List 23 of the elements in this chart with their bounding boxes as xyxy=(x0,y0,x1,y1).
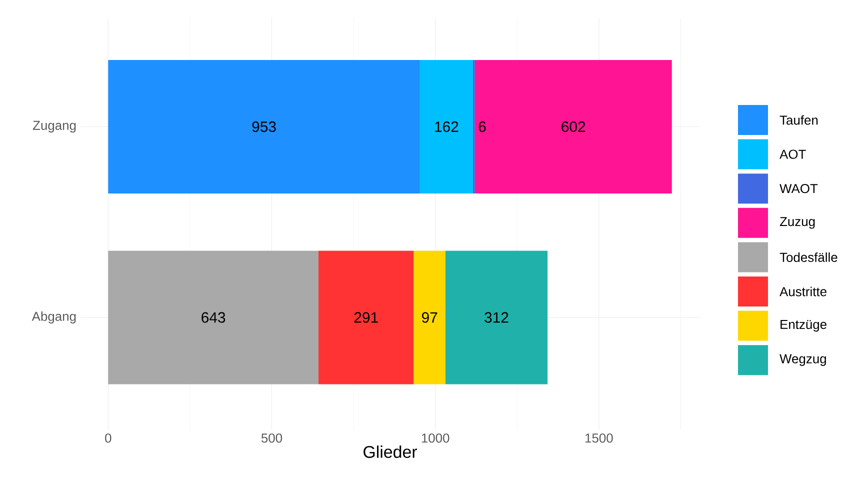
x-tick-label: 1000 xyxy=(422,434,450,443)
data-label: 6 xyxy=(478,121,486,132)
x-tick-label: 0 xyxy=(105,434,112,443)
data-label: 291 xyxy=(354,312,378,323)
legend-label: Taufen xyxy=(780,115,818,125)
x-tick-label: 1500 xyxy=(585,434,613,443)
legend-label: Zuzug xyxy=(780,217,815,229)
data-label: 312 xyxy=(484,312,508,323)
legend-label: Wegzug xyxy=(780,354,826,366)
y-tick-label: Zugang xyxy=(32,120,76,133)
legend-label: Todesfälle xyxy=(780,252,838,262)
y-tick-label: Abgang xyxy=(32,311,76,324)
legend-label: AOT xyxy=(780,150,806,159)
legend-label: Austritte xyxy=(780,286,826,296)
x-tick-label: 500 xyxy=(261,434,282,443)
data-label: 643 xyxy=(202,312,226,323)
legend-label: Entzüge xyxy=(780,320,826,332)
data-label: 602 xyxy=(562,121,586,132)
legend-label: WAOT xyxy=(780,184,818,194)
data-label: 953 xyxy=(252,121,276,132)
x-axis-title: Glieder xyxy=(364,446,418,458)
data-label: 97 xyxy=(422,312,438,323)
data-label: 162 xyxy=(435,121,458,132)
